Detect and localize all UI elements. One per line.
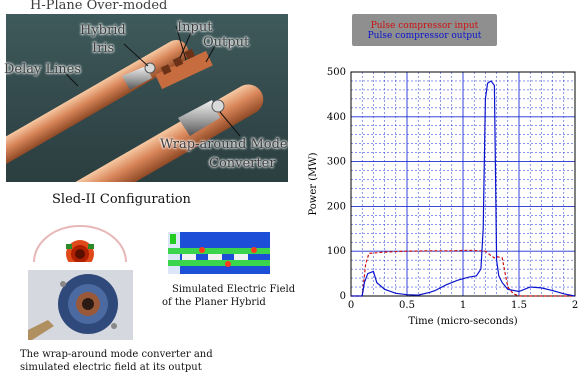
y-tick-label: 400 (327, 112, 346, 123)
label-output: Output (203, 35, 250, 50)
label-hybrid: Hybrid (80, 23, 126, 38)
planar-hybrid-caption-2: of the Planer Hybrid (162, 297, 266, 308)
x-tick-label: 0 (348, 300, 354, 311)
power-chart-svg: 0 0.5 1 1.5 2 0 100 200 300 400 500 Time (micro-sec… (308, 67, 578, 327)
y-tick-label: 0 (340, 291, 346, 302)
x-tick-label: 1.5 (511, 300, 527, 311)
mode-converter-field-image (32, 224, 128, 268)
wrap-converter-caption-2: simulated electric field at its output (20, 362, 202, 373)
wrap-converter-caption-1: The wrap-around mode converter and (20, 349, 213, 360)
y-tick-label: 200 (327, 201, 346, 212)
x-tick-label: 2 (572, 300, 578, 311)
y-axis-label: Power (MW) (308, 152, 319, 215)
label-wrap-mode-2: Converter (209, 156, 276, 171)
pointer-lines (65, 25, 241, 137)
x-tick-label: 0.5 (399, 300, 415, 311)
y-tick-label: 500 (327, 67, 346, 78)
mode-converter-photo (28, 270, 133, 340)
label-wrap-mode-1: Wrap-around Mode (160, 137, 288, 152)
mode-converter (211, 99, 225, 113)
planar-hybrid-field-image (168, 232, 270, 274)
sled-ii-render (0, 14, 288, 225)
hybrid-block (155, 48, 213, 90)
y-tick-label: 300 (327, 157, 346, 168)
x-axis-label: Time (micro-seconds) (408, 316, 517, 327)
planar-hybrid-caption-1: Simulated Electric Field (172, 284, 296, 295)
upper-taper (122, 66, 152, 90)
lower-taper (178, 100, 220, 136)
plot-frame (350, 71, 576, 297)
legend-input: Pulse compressor input (370, 21, 479, 31)
series-output-line (351, 80, 576, 297)
series-input-line (351, 249, 575, 297)
chart-legend: Pulse compressor input Pulse compressor … (352, 14, 497, 46)
legend-output: Pulse compressor output (367, 31, 482, 41)
label-iris: Iris (92, 41, 115, 56)
label-delay-lines: Delay Lines (4, 62, 82, 77)
y-tick-label: 100 (327, 246, 346, 257)
label-input: Input (177, 20, 213, 35)
label-hplane: H-Plane Over-moded (30, 0, 168, 13)
x-tick-label: 1 (460, 300, 466, 311)
power-chart: 0 0.5 1 1.5 2 0 100 200 300 400 500 Time (micro-sec… (300, 60, 579, 364)
sled-caption: Sled-II Configuration (52, 192, 191, 207)
